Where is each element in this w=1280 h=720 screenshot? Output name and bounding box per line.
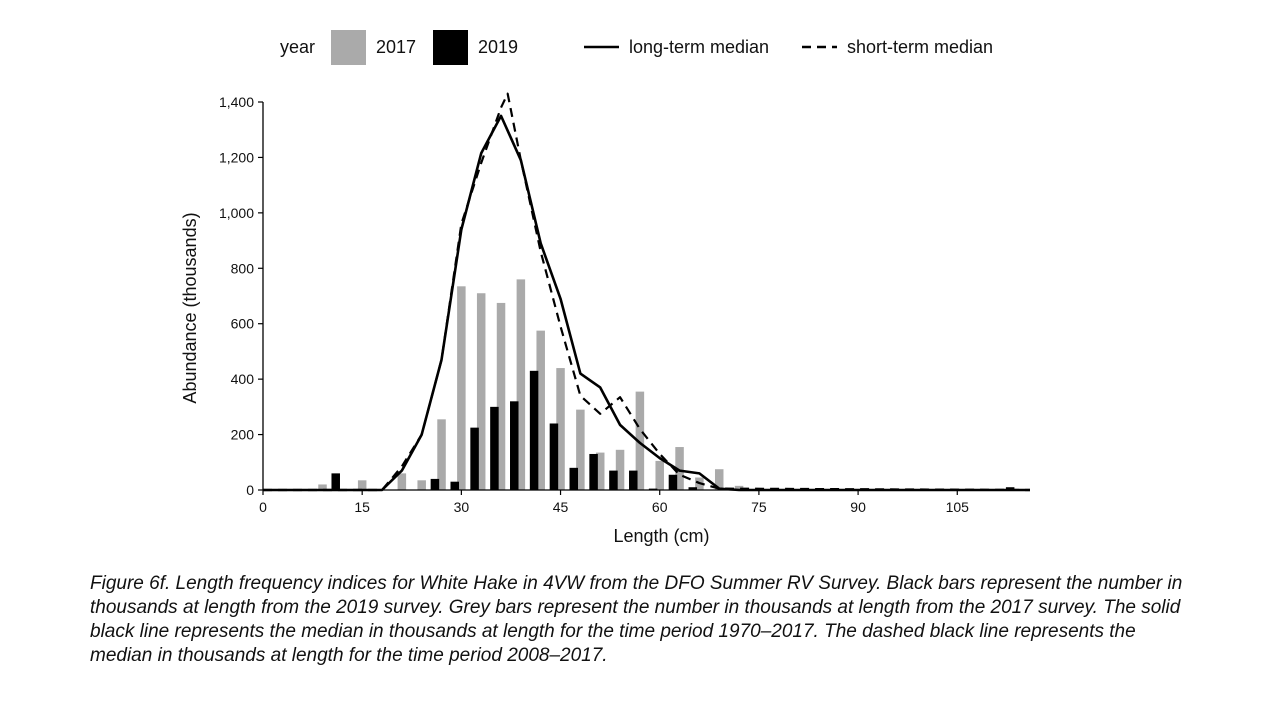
bar-2017	[635, 391, 645, 490]
bar-2017	[496, 302, 506, 490]
length-frequency-chart: year 2017 2019 long-term median short-term m…	[180, 30, 1031, 546]
bar-2019	[470, 427, 479, 490]
figure-caption: Figure 6f. Length frequency indices for …	[90, 573, 1183, 666]
x-tick-label: 75	[751, 499, 767, 515]
axes-layer: 0 200 400 600 800 1,000 1,200 1,400 0 15 30 45 60 75 9…	[180, 94, 1030, 546]
legend-label-2017: 2017	[376, 37, 416, 57]
y-tick-label: 200	[231, 427, 255, 443]
bar-2017	[556, 368, 565, 490]
bar-2019	[569, 467, 579, 490]
x-tick-label: 0	[259, 499, 267, 515]
bars-layer	[318, 279, 1015, 490]
bar-2017	[536, 330, 545, 490]
bar-2019	[629, 470, 638, 490]
y-tick-label: 400	[231, 371, 255, 387]
y-tick-label: 600	[231, 316, 255, 332]
x-tick-label: 90	[850, 499, 866, 515]
x-tick-label: 45	[553, 499, 569, 515]
x-tick-label: 30	[454, 499, 470, 515]
bar-2019	[529, 370, 539, 490]
bar-2019	[450, 481, 459, 490]
bar-2017	[734, 485, 744, 490]
legend-key-2019	[433, 30, 468, 65]
legend-key-2017	[331, 30, 366, 65]
legend-label-2019: 2019	[478, 37, 518, 57]
bar-2017	[655, 460, 664, 490]
bar-2017	[714, 469, 724, 490]
bar-2019	[331, 473, 340, 490]
long-term-median-line	[263, 114, 1030, 492]
bar-2019	[430, 478, 440, 490]
bar-2019	[668, 474, 678, 490]
bar-2017	[357, 480, 367, 490]
y-tick-label: 0	[246, 482, 254, 498]
bar-2019	[589, 453, 598, 490]
bar-2019	[1005, 487, 1015, 490]
y-tick-label: 1,200	[219, 149, 254, 165]
legend-label-dashed: short-term median	[847, 37, 993, 57]
lines-layer	[263, 92, 1031, 492]
legend: year 2017 2019 long-term median short-term m…	[280, 30, 993, 65]
bar-2017	[615, 449, 625, 490]
bar-2017	[516, 279, 526, 490]
x-tick-label: 60	[652, 499, 668, 515]
bar-2017	[397, 473, 407, 490]
bar-2019	[688, 487, 698, 490]
y-axis-title: Abundance (thousands)	[180, 212, 200, 403]
y-tick-label: 800	[231, 260, 255, 276]
short-term-median-line	[263, 92, 1031, 492]
x-tick-label: 105	[946, 499, 970, 515]
bar-2017	[595, 452, 605, 490]
bar-2017	[417, 480, 426, 490]
bar-2017	[457, 286, 466, 490]
bar-2017	[437, 419, 446, 490]
bar-2019	[510, 401, 519, 490]
bar-2019	[648, 488, 658, 490]
legend-title: year	[280, 37, 315, 57]
bar-2019	[609, 470, 618, 490]
x-tick-label: 15	[354, 499, 370, 515]
bar-2017	[675, 447, 684, 490]
bar-2019	[549, 423, 559, 490]
x-axis-title: Length (cm)	[613, 526, 709, 546]
y-tick-label: 1,000	[219, 205, 254, 221]
bar-2019	[490, 406, 499, 490]
bar-2017	[576, 409, 585, 490]
bar-2017	[476, 293, 486, 490]
bar-2017	[318, 484, 327, 490]
y-tick-label: 1,400	[219, 94, 254, 110]
legend-label-solid: long-term median	[629, 37, 769, 57]
